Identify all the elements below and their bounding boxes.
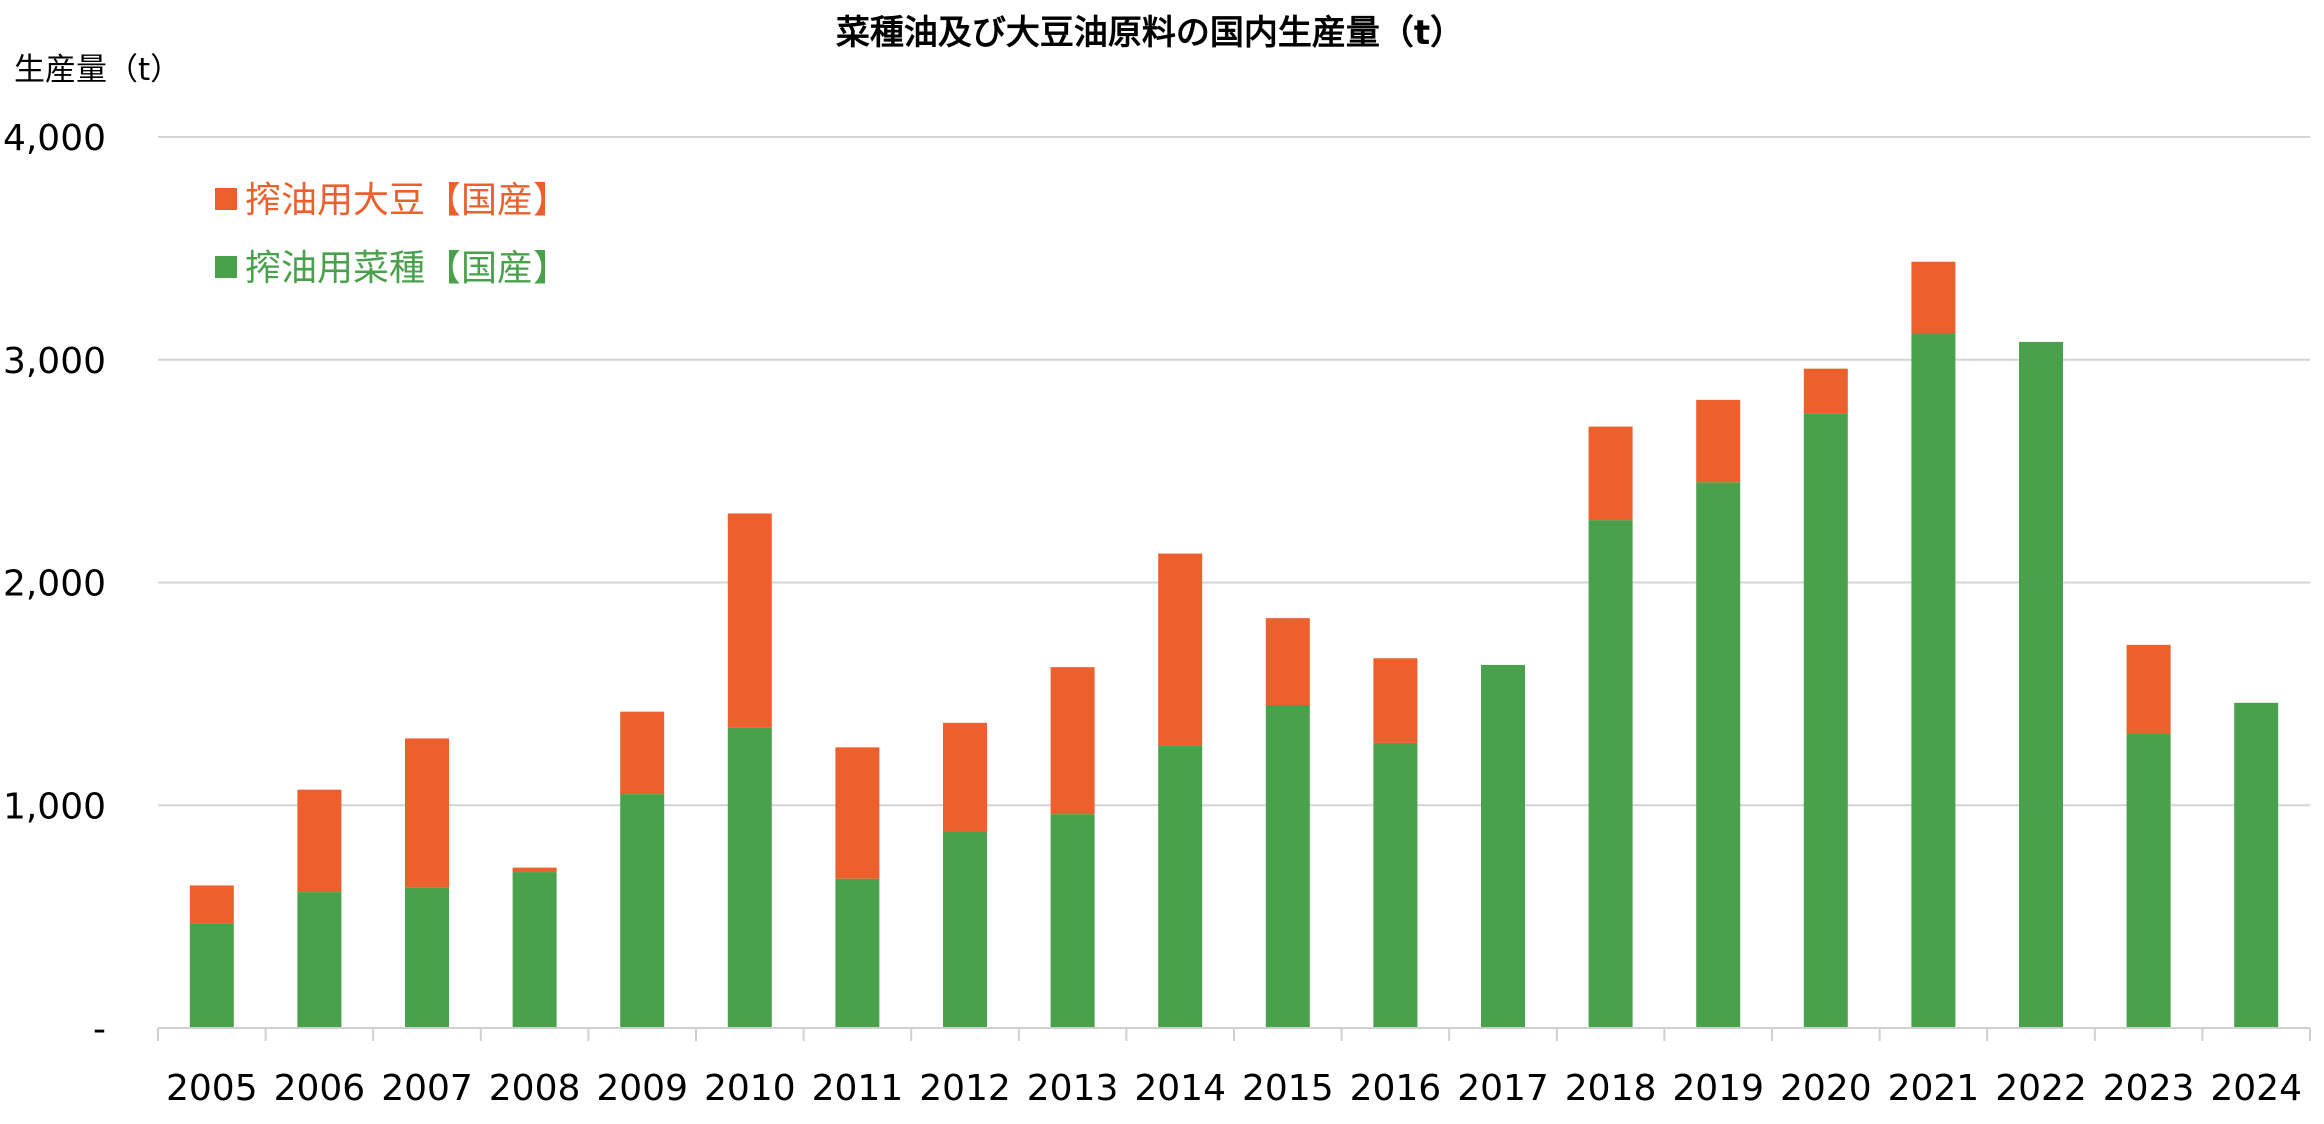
x-tick-label: 2015 bbox=[1242, 1068, 1334, 1109]
bar-soybean-2007 bbox=[405, 738, 449, 888]
x-tick-label: 2008 bbox=[489, 1068, 581, 1109]
bar-rapeseed-2018 bbox=[1588, 520, 1633, 1028]
x-tick-label: 2011 bbox=[812, 1068, 904, 1109]
bar-soybean-2005 bbox=[189, 885, 234, 924]
x-axis bbox=[157, 1027, 2311, 1041]
bar-soybean-2008 bbox=[512, 867, 557, 873]
x-tick-label: 2013 bbox=[1027, 1068, 1119, 1109]
x-tick-label: 2021 bbox=[1888, 1068, 1980, 1109]
x-tick-label: 2005 bbox=[166, 1068, 258, 1109]
bar-rapeseed-2009 bbox=[620, 794, 665, 1028]
y-tick-label: 3,000 bbox=[3, 341, 106, 382]
x-tick-label: 2012 bbox=[919, 1068, 1011, 1109]
bar-rapeseed-2023 bbox=[2126, 733, 2171, 1028]
y-axis-ticks: - 1,000 2,000 3,000 4,000 bbox=[3, 118, 106, 1050]
y-tick-label: 4,000 bbox=[3, 118, 106, 159]
legend-swatch bbox=[215, 188, 237, 210]
x-tick-label: 2020 bbox=[1780, 1068, 1872, 1109]
y-tick-label: 1,000 bbox=[3, 786, 106, 827]
legend-swatch bbox=[215, 256, 237, 278]
bar-rapeseed-2017 bbox=[1481, 664, 1525, 1028]
legend-label: 搾油用大豆【国産】 bbox=[245, 180, 569, 221]
bar-rapeseed-2020 bbox=[1803, 413, 1848, 1029]
x-tick-label: 2023 bbox=[2103, 1068, 2195, 1109]
x-tick-label: 2006 bbox=[274, 1068, 366, 1109]
bar-soybean-2013 bbox=[1050, 667, 1095, 815]
bar-rapeseed-2010 bbox=[727, 727, 772, 1028]
bar-soybean-2014 bbox=[1158, 553, 1203, 746]
x-tick-label: 2017 bbox=[1457, 1068, 1549, 1109]
bar-soybean-2018 bbox=[1588, 426, 1633, 521]
bar-soybean-2019 bbox=[1696, 399, 1741, 483]
y-tick-label: 2,000 bbox=[3, 564, 106, 605]
x-tick-label: 2009 bbox=[596, 1068, 688, 1109]
bar-rapeseed-2022 bbox=[2019, 341, 2063, 1028]
bar-rapeseed-2014 bbox=[1158, 745, 1203, 1028]
bar-soybean-2009 bbox=[620, 711, 665, 795]
gridlines bbox=[158, 136, 2310, 807]
bar-rapeseed-2015 bbox=[1265, 705, 1310, 1028]
x-tick-label: 2014 bbox=[1134, 1068, 1226, 1109]
x-tick-label: 2016 bbox=[1350, 1068, 1442, 1109]
bars bbox=[189, 261, 2279, 1029]
bar-soybean-2021 bbox=[1911, 261, 1956, 334]
bar-soybean-2006 bbox=[297, 789, 342, 893]
bar-rapeseed-2005 bbox=[189, 923, 234, 1028]
y-axis-label: 生産量（t） bbox=[14, 52, 181, 88]
x-tick-label: 2024 bbox=[2210, 1068, 2302, 1109]
legend-label: 搾油用菜種【国産】 bbox=[245, 248, 569, 289]
y-tick-label: - bbox=[93, 1009, 106, 1050]
bar-soybean-2023 bbox=[2126, 644, 2171, 734]
x-tick-label: 2007 bbox=[381, 1068, 473, 1109]
bar-rapeseed-2006 bbox=[297, 892, 342, 1028]
legend: 搾油用大豆【国産】搾油用菜種【国産】 bbox=[215, 180, 569, 289]
bar-rapeseed-2013 bbox=[1050, 814, 1095, 1028]
bar-soybean-2012 bbox=[943, 722, 987, 832]
x-tick-label: 2018 bbox=[1565, 1068, 1657, 1109]
x-tick-label: 2010 bbox=[704, 1068, 796, 1109]
bar-rapeseed-2019 bbox=[1696, 482, 1741, 1028]
bar-rapeseed-2016 bbox=[1373, 742, 1418, 1028]
bar-rapeseed-2011 bbox=[835, 878, 880, 1028]
x-axis-ticks: 2005 2006 2007 2008 2009 2010 2011 2012 2013 2014… bbox=[166, 1068, 2302, 1109]
bar-soybean-2011 bbox=[835, 747, 880, 879]
chart-title: 菜種油及び大豆油原料の国内生産量（t） bbox=[836, 13, 1464, 53]
bar-soybean-2015 bbox=[1265, 618, 1310, 706]
bar-rapeseed-2008 bbox=[512, 872, 557, 1028]
bar-rapeseed-2024 bbox=[2234, 702, 2279, 1028]
bar-soybean-2010 bbox=[727, 513, 772, 728]
x-tick-label: 2022 bbox=[1995, 1068, 2087, 1109]
x-tick-label: 2019 bbox=[1672, 1068, 1764, 1109]
bar-rapeseed-2021 bbox=[1911, 333, 1956, 1028]
bar-soybean-2016 bbox=[1373, 658, 1418, 743]
bar-soybean-2020 bbox=[1803, 368, 1848, 414]
bar-rapeseed-2012 bbox=[943, 831, 987, 1028]
bar-rapeseed-2007 bbox=[405, 887, 449, 1028]
